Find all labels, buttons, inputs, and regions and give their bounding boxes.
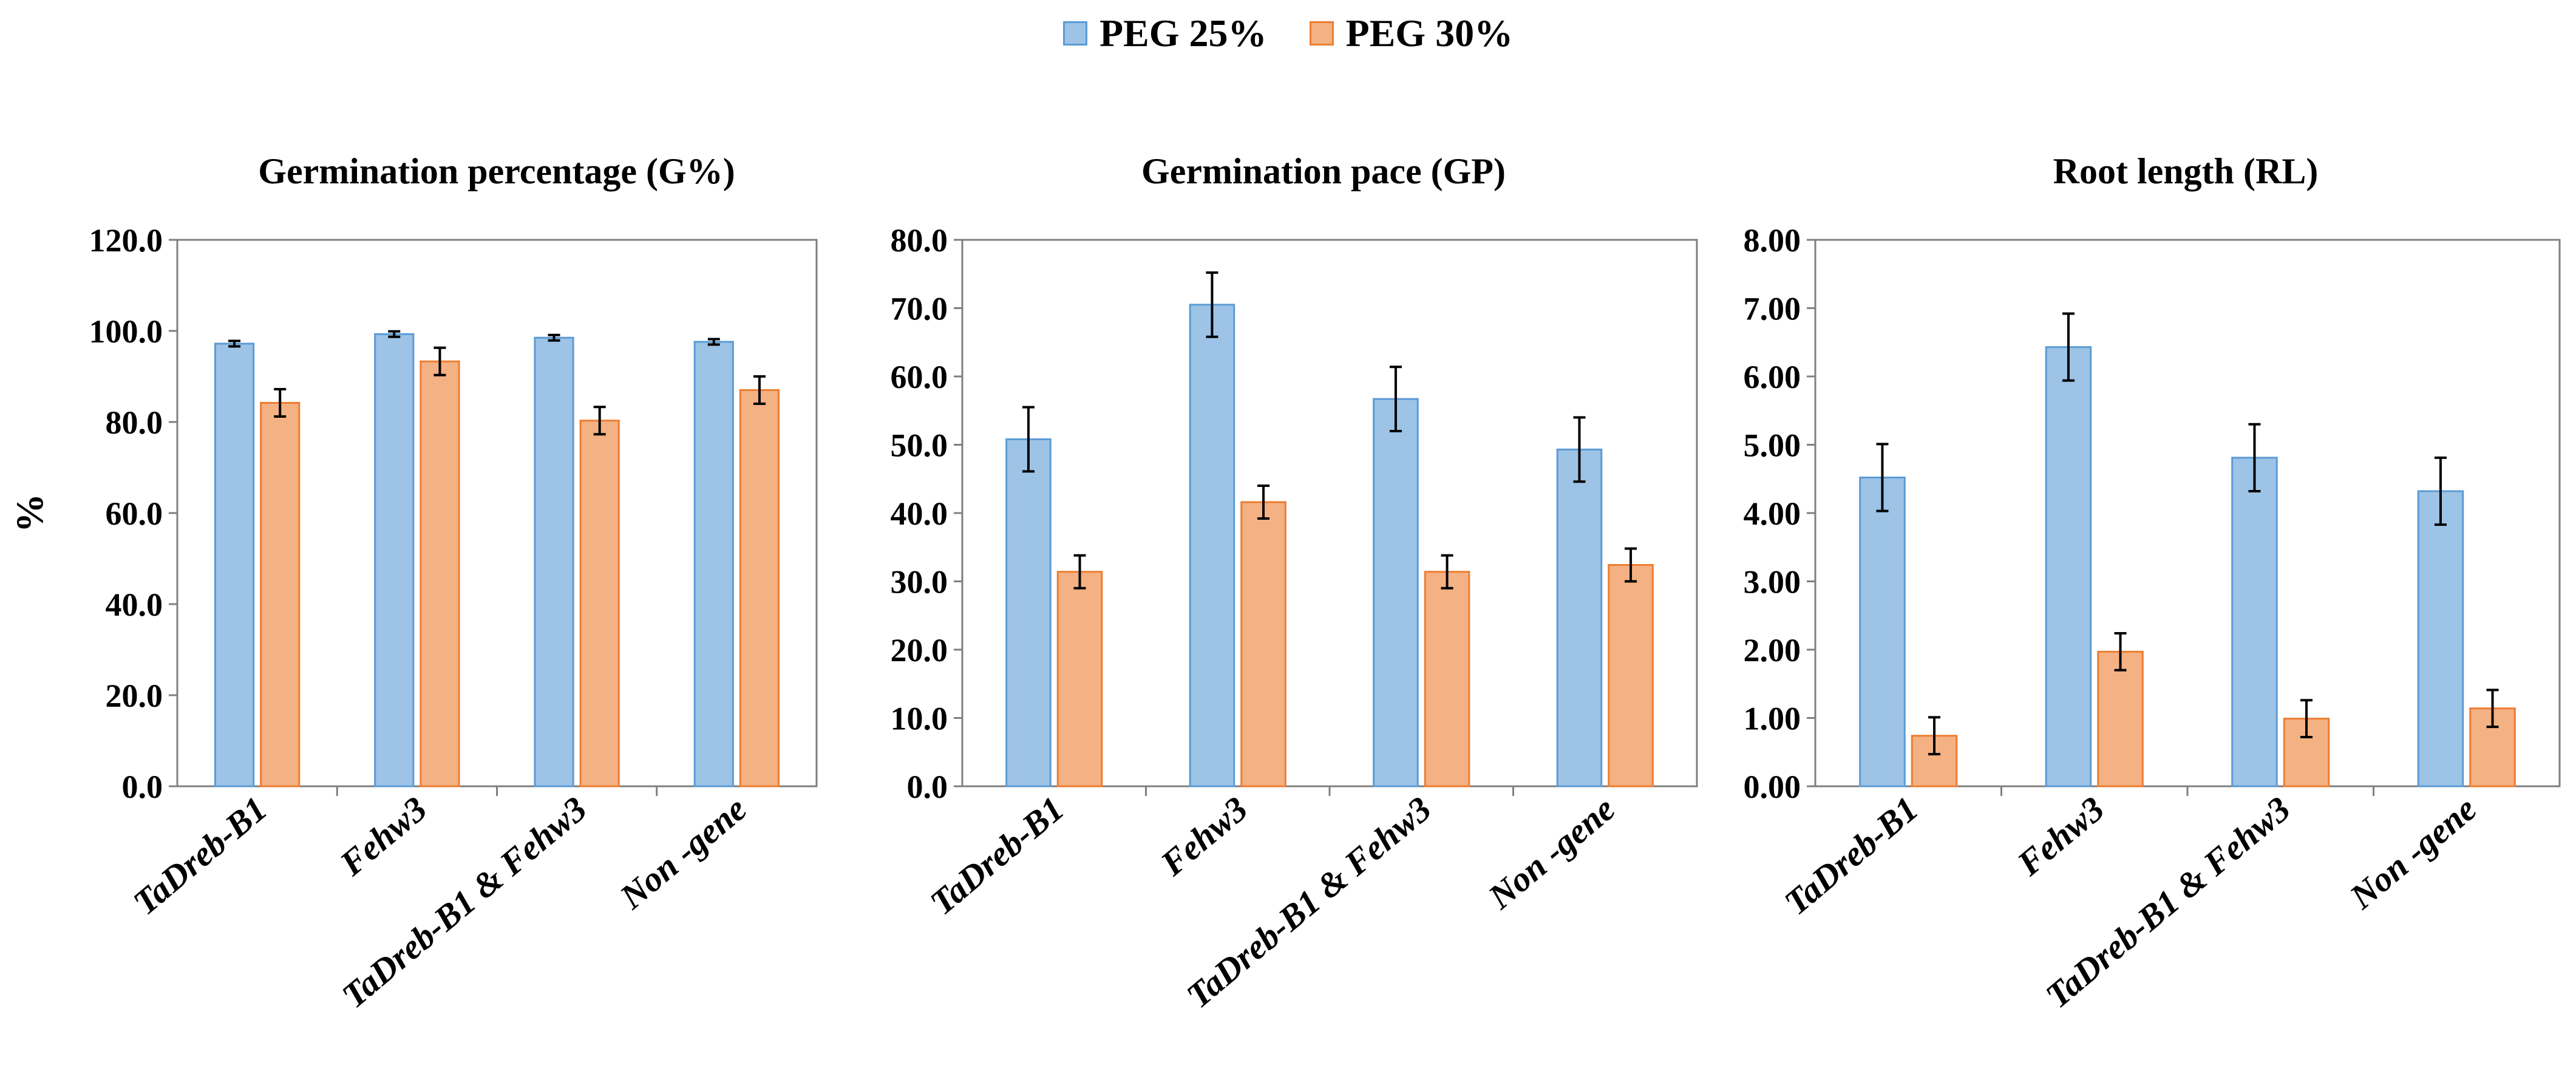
- y-tick-label: 0.0: [907, 769, 948, 805]
- y-tick-label: 7.00: [1744, 291, 1801, 327]
- legend-swatch-peg30: [1309, 21, 1334, 46]
- y-tick-label: 0.00: [1744, 769, 1801, 805]
- category-label: Fehw3: [2010, 789, 2112, 883]
- y-tick-label: 8.00: [1744, 222, 1801, 259]
- y-tick-label: 60.0: [106, 495, 163, 532]
- bar-peg30: [1240, 501, 1286, 787]
- y-tick-label: 80.0: [106, 404, 163, 441]
- bar-peg30: [1911, 735, 1958, 787]
- y-tick-label: 60.0: [891, 359, 948, 395]
- y-tick-label: 10.0: [891, 701, 948, 737]
- y-tick-label: 4.00: [1744, 495, 1801, 532]
- chart-panel-2: Germination pace (GP) 0.0 10.0 20.0 30.0 40.0…: [891, 151, 1698, 1016]
- y-tick-label: 100.0: [89, 313, 163, 350]
- bar-peg25: [1189, 304, 1235, 787]
- y-tick-label: 3.00: [1744, 564, 1801, 600]
- bar-peg25: [534, 336, 574, 787]
- y-tick-label: 20.0: [891, 632, 948, 668]
- bar-peg25: [214, 342, 255, 787]
- y-tick-label: 20.0: [106, 678, 163, 714]
- bar-peg30: [2097, 650, 2144, 787]
- bar-peg30: [260, 402, 301, 787]
- bar-peg25: [1373, 398, 1419, 787]
- category-label: Non -gene: [612, 789, 754, 917]
- bar-peg25: [2045, 346, 2092, 787]
- category-label: TaDreb-B1: [923, 789, 1072, 922]
- bar-peg30: [1608, 564, 1654, 787]
- bar-peg25: [374, 333, 415, 787]
- bar-peg30: [1056, 571, 1103, 787]
- y-tick-label: 2.00: [1744, 632, 1801, 668]
- bar-peg30: [420, 360, 460, 787]
- bar-peg25: [2417, 490, 2464, 787]
- chart-panel-3: Root length (RL) 0.00 1.00 2.00 3.00 4.00 5.00…: [1744, 151, 2561, 1016]
- legend-item-peg30: PEG 30%: [1309, 11, 1514, 56]
- y-tick-label: 50.0: [891, 427, 948, 464]
- y-tick-label: 1.00: [1744, 701, 1801, 737]
- y-tick-label: 40.0: [891, 495, 948, 532]
- category-label: Non -gene: [2342, 789, 2484, 917]
- y-tick-label: 6.00: [1744, 359, 1801, 395]
- chart-title: Germination pace (GP): [1141, 151, 1506, 191]
- bar-peg30: [1424, 571, 1470, 787]
- y-tick-label: 5.00: [1744, 427, 1801, 464]
- bar-peg30: [2283, 718, 2330, 787]
- category-label: Fehw3: [1153, 789, 1255, 883]
- bar-peg25: [1556, 448, 1603, 787]
- legend-label-peg25: PEG 25%: [1099, 12, 1267, 55]
- y-tick-label: 80.0: [891, 222, 948, 259]
- bar-peg25: [1005, 438, 1052, 787]
- chart-panel-1: Germination percentage (G%) 0.0 20.0 40.0 60…: [8, 151, 818, 1016]
- y-tick-label: 40.0: [106, 587, 163, 623]
- category-label: Fehw3: [332, 789, 434, 883]
- y-tick-label: 70.0: [891, 291, 948, 327]
- y-tick-label: 120.0: [89, 222, 163, 259]
- y-axis-label: %: [8, 494, 51, 532]
- bar-peg25: [2231, 457, 2278, 787]
- bar-peg30: [739, 389, 780, 787]
- bar-peg25: [1859, 477, 1906, 787]
- legend-swatch-peg25: [1062, 21, 1087, 46]
- legend-label-peg30: PEG 30%: [1345, 12, 1514, 55]
- category-label: TaDreb-B1: [126, 789, 274, 922]
- y-tick-label: 0.0: [122, 769, 163, 805]
- chart-title: Root length (RL): [2053, 151, 2319, 191]
- y-tick-label: 30.0: [891, 564, 948, 600]
- chart-title: Germination percentage (G%): [258, 151, 735, 191]
- category-label: Non -gene: [1480, 789, 1622, 917]
- bar-peg30: [579, 420, 620, 787]
- legend-item-peg25: PEG 25%: [1062, 11, 1267, 56]
- bar-peg25: [693, 341, 734, 787]
- legend: PEG 25% PEG 30%: [0, 6, 2576, 61]
- category-label: TaDreb-B1: [1777, 789, 1926, 922]
